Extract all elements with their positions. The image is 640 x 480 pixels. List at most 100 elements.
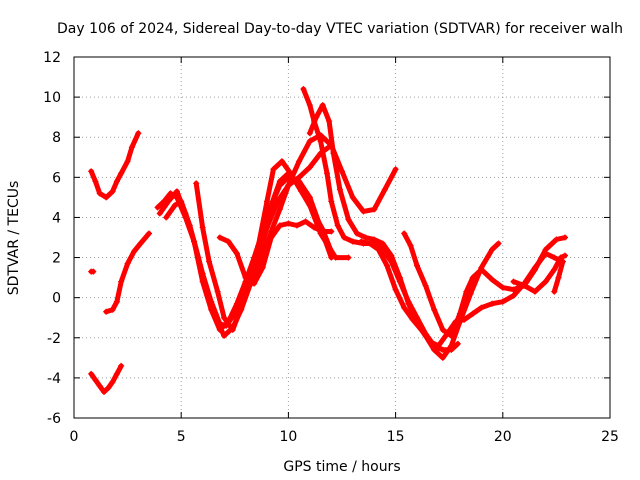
data-point [326,118,333,125]
data-point [439,326,446,333]
data-point [113,298,120,305]
data-point [454,340,461,347]
data-point [113,178,120,185]
data-point [392,286,399,293]
plot-frame [73,56,611,419]
data-point [328,228,335,235]
chart-title: Day 106 of 2024, Sidereal Day-to-day VTE… [57,21,623,37]
data-point [381,186,388,193]
data-point [306,138,313,145]
data-point [242,274,249,281]
series-s2 [88,362,125,395]
data-point [489,276,496,283]
data-point [118,362,125,369]
series-line [103,231,152,315]
data-point [551,288,558,295]
series-layer [88,86,568,395]
y-tick-label: 8 [52,130,61,146]
data-point [270,166,277,173]
data-point [499,284,506,291]
data-point [135,130,142,137]
y-tick-label: 6 [52,170,61,186]
data-point [274,198,281,205]
data-point [469,274,476,281]
data-point [296,158,303,165]
data-point [531,288,538,295]
data-point [542,246,549,253]
data-point [178,198,185,205]
data-point [553,236,560,243]
data-point [371,236,378,243]
data-point [542,278,549,285]
data-point [276,206,283,213]
data-point [371,206,378,213]
data-point [238,304,245,311]
data-point [103,308,110,315]
data-point [131,248,138,255]
data-point [195,254,202,261]
data-point [418,326,425,333]
data-point [214,288,221,295]
data-point [268,228,275,235]
data-point [109,378,116,385]
data-point [259,254,266,261]
data-point [401,230,408,237]
data-point [268,202,275,209]
data-point [414,262,421,269]
data-point [392,166,399,173]
data-point [88,370,95,377]
x-tick-label: 20 [494,429,512,445]
data-point [478,266,485,273]
data-point [448,332,455,339]
data-point [551,254,558,261]
data-point [334,222,341,229]
data-point [276,178,283,185]
data-point [349,238,356,245]
data-point [469,310,476,317]
data-point [409,316,416,323]
data-point [216,234,223,241]
x-tick-label: 15 [387,429,405,445]
data-point [92,178,99,185]
data-point [306,102,313,109]
y-tick-label: -6 [47,411,61,427]
data-point [146,230,153,237]
x-tick-label: 0 [70,429,79,445]
data-point [105,384,112,391]
data-point [435,342,442,349]
data-point [319,102,326,109]
data-point [555,274,562,281]
data-point [263,224,270,231]
data-point [551,266,558,273]
data-point [263,198,270,205]
data-point [561,234,568,241]
data-point [328,198,335,205]
data-point [96,190,103,197]
data-point [306,130,313,137]
data-point [276,222,283,229]
data-point [278,158,285,165]
data-point [118,278,125,285]
data-point [154,204,161,211]
data-point [336,186,343,193]
data-point [379,240,386,247]
data-point [103,194,110,201]
data-point [323,170,330,177]
data-point [285,182,292,189]
y-tick-label: 2 [52,251,61,267]
data-point [118,170,125,177]
series-s9 [216,218,335,287]
y-tick-label: -2 [47,331,61,347]
data-point [339,168,345,175]
data-point [461,316,468,323]
data-point [128,144,135,151]
data-point [559,258,566,265]
data-point [251,280,258,287]
data-point [422,282,429,289]
data-point [345,254,352,261]
data-point [109,188,116,195]
data-point [221,332,228,339]
data-point [96,382,103,389]
data-point [431,346,438,353]
data-point [124,158,131,165]
